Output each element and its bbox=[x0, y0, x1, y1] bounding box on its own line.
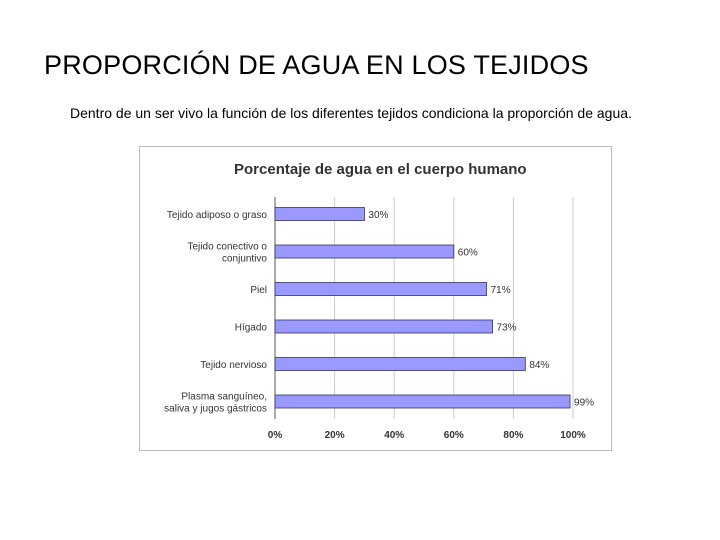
category-label-2-0: Piel bbox=[250, 285, 267, 296]
bar-0 bbox=[274, 207, 365, 221]
bars: 30% 60% 71% 73% 84% 99% bbox=[274, 207, 594, 409]
data-label-1: 60% bbox=[458, 248, 478, 259]
data-label-4: 84% bbox=[529, 360, 549, 371]
data-label-5: 99% bbox=[574, 398, 594, 409]
chart-frame: Porcentaje de agua en el cuerpo humano 3… bbox=[139, 146, 612, 451]
x-tick-label-5: 100% bbox=[560, 430, 586, 441]
x-tick-label-0: 0% bbox=[268, 430, 283, 441]
bar-4 bbox=[274, 357, 526, 371]
bar-5 bbox=[274, 394, 571, 409]
category-label-5-0: Plasma sanguíneo, bbox=[181, 392, 267, 403]
bar-3 bbox=[274, 319, 493, 334]
bar-1 bbox=[274, 244, 455, 259]
x-tick-labels: 0% 20% 40% 60% 80% 100% bbox=[268, 430, 586, 441]
bar-2 bbox=[274, 282, 487, 296]
slide-title: PROPORCIÓN DE AGUA EN LOS TEJIDOS bbox=[44, 50, 589, 80]
x-tick-label-4: 80% bbox=[503, 430, 523, 441]
category-label-0-0: Tejido adiposo o graso bbox=[167, 210, 268, 221]
chart-title: Porcentaje de agua en el cuerpo humano bbox=[234, 161, 527, 178]
slide-body-text: Dentro de un ser vivo la función de los … bbox=[70, 105, 632, 121]
category-labels: Tejido adiposo o graso Tejido conectivo o… bbox=[164, 210, 267, 415]
category-label-5-1: saliva y jugos gástricos bbox=[164, 404, 267, 415]
data-label-2: 71% bbox=[491, 285, 511, 296]
gridlines bbox=[274, 197, 574, 419]
category-label-1-1: conjuntivo bbox=[222, 254, 267, 265]
category-label-1-0: Tejido conectivo o bbox=[188, 242, 268, 253]
x-tick-label-3: 60% bbox=[444, 430, 464, 441]
data-label-3: 73% bbox=[497, 323, 517, 334]
water-percentage-chart: Porcentaje de agua en el cuerpo humano 3… bbox=[164, 161, 594, 441]
x-tick-label-2: 40% bbox=[384, 430, 404, 441]
x-tick-label-1: 20% bbox=[325, 430, 345, 441]
category-label-4-0: Tejido nervioso bbox=[200, 360, 267, 371]
data-label-0: 30% bbox=[368, 210, 388, 221]
category-label-3-0: Hígado bbox=[235, 323, 268, 334]
